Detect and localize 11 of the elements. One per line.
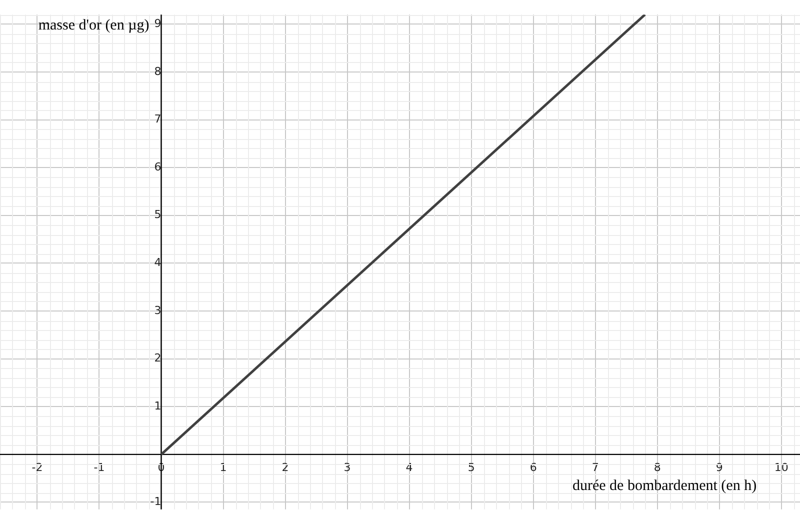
y-tick-label: 7 — [154, 112, 162, 126]
y-axis-title: masse d'or (en µg) — [38, 17, 150, 34]
y-tick-label: 2 — [154, 352, 162, 365]
x-axis-title: durée de bombardement (en h) — [572, 478, 757, 494]
y-tick-label: -1 — [150, 495, 162, 508]
y-tick-label: 1 — [154, 399, 162, 412]
y-tick-label: 5 — [154, 208, 162, 222]
y-tick-label: 9 — [154, 17, 162, 30]
y-tick-label: 8 — [154, 64, 162, 78]
y-tick-label: 6 — [154, 160, 162, 174]
y-tick-label: 3 — [154, 304, 162, 317]
